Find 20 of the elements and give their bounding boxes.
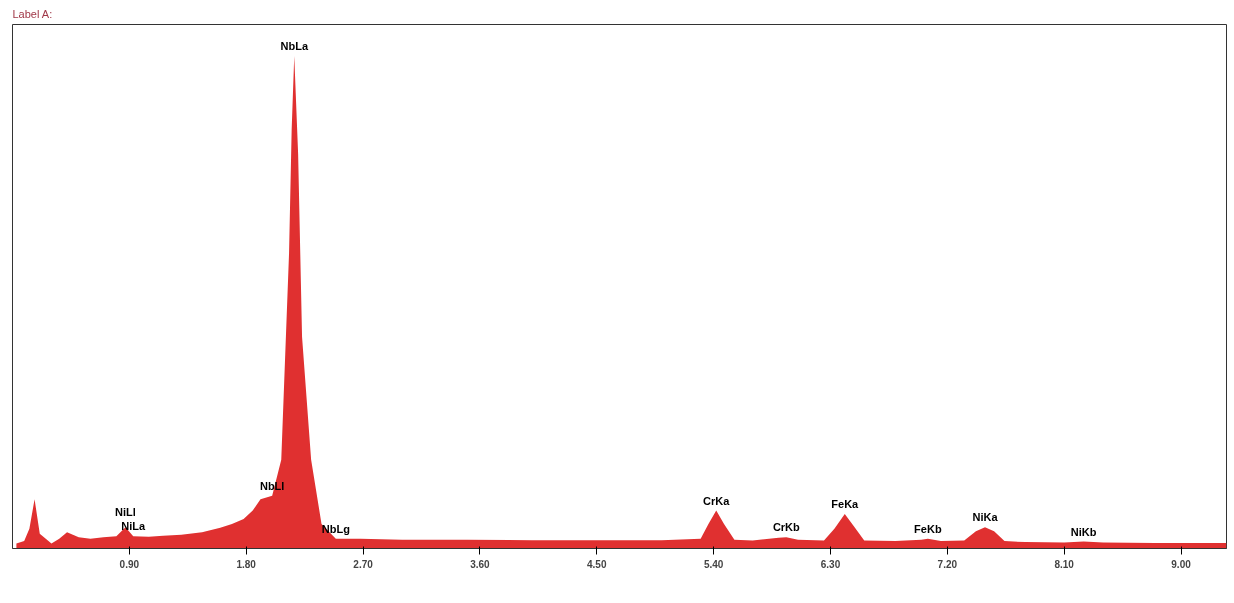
annotation: FeKb [914, 522, 942, 535]
x-tick-label: 0.90 [119, 558, 140, 570]
annotation: NbLa [280, 40, 309, 53]
x-tick-label: 8.10 [1054, 558, 1075, 570]
x-tick-label: 2.70 [353, 558, 374, 570]
x-tick-label: 4.50 [587, 558, 607, 570]
annotation: CrKb [772, 521, 801, 534]
x-tick-label: 7.20 [937, 558, 958, 570]
x-tick-label: 6.30 [820, 558, 841, 570]
annotation: NiKb [1070, 525, 1097, 538]
annotation: CrKa [703, 494, 731, 507]
chart-title: Label A: [12, 7, 53, 20]
x-tick-label: 5.40 [703, 558, 724, 570]
x-tick-label: 1.80 [236, 558, 257, 570]
annotation: FeKa [831, 498, 860, 511]
x-tick-label: 3.60 [470, 558, 491, 570]
annotation: NiLa [121, 520, 147, 533]
annotation: NiLl [115, 505, 136, 518]
x-tick-label: 9.00 [1171, 558, 1192, 570]
annotation: NiKa [972, 511, 999, 524]
